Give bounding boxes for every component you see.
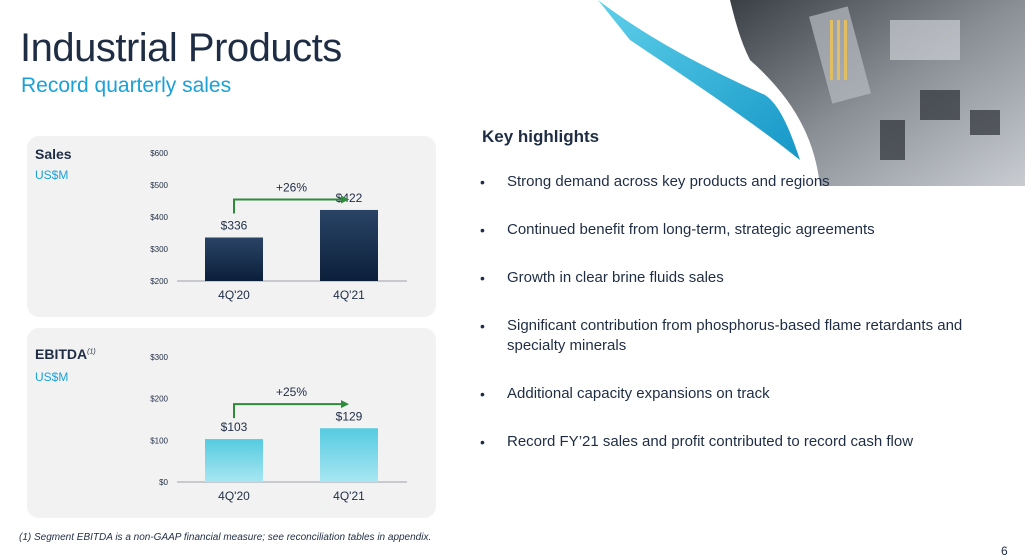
sales-bar bbox=[320, 209, 378, 281]
page-title: Industrial Products bbox=[20, 26, 342, 70]
circuit-board-image bbox=[598, 0, 1025, 186]
ebitda-growth-label: +25% bbox=[276, 385, 307, 399]
page-subtitle: Record quarterly sales bbox=[21, 74, 232, 97]
highlight-item: Growth in clear brine fluids sales bbox=[480, 268, 1000, 288]
page-number: 6 bbox=[1001, 544, 1008, 558]
footnote: (1) Segment EBITDA is a non-GAAP financi… bbox=[19, 532, 432, 543]
sales-growth-arrow bbox=[233, 195, 349, 214]
ebitda-growth-arrow bbox=[233, 400, 349, 419]
key-highlights-list: Strong demand across key products and re… bbox=[480, 172, 1000, 452]
highlight-item: Strong demand across key products and re… bbox=[480, 172, 1000, 192]
ebitda-chart: $0 $100 $200 $300 $103 4Q'20 $129 4Q'21 +25% bbox=[150, 353, 407, 503]
sales-ytick-label: $400 bbox=[150, 213, 168, 222]
highlight-item: Additional capacity expansions on track bbox=[480, 384, 1000, 404]
sales-panel: Sales US$M $200 $300 $400 $500 $600 $336 4Q'20… bbox=[27, 136, 436, 317]
ebitda-category-label: 4Q'21 bbox=[333, 489, 365, 503]
ebitda-ytick-label: $200 bbox=[150, 395, 168, 404]
ebitda-value-label: $103 bbox=[221, 420, 248, 434]
ebitda-value-label: $129 bbox=[336, 409, 363, 423]
key-highlights-title: Key highlights bbox=[482, 127, 600, 146]
sales-bar bbox=[205, 237, 263, 281]
highlight-item: Significant contribution from phosphorus… bbox=[480, 316, 967, 356]
sales-ytick-label: $600 bbox=[150, 149, 168, 158]
ebitda-category-label: 4Q'20 bbox=[218, 489, 250, 503]
highlight-item: Continued benefit from long-term, strate… bbox=[480, 220, 1000, 240]
sales-category-label: 4Q'20 bbox=[218, 288, 250, 302]
sales-ytick-label: $500 bbox=[150, 181, 168, 190]
sales-value-label: $336 bbox=[221, 218, 248, 232]
sales-ytick-label: $200 bbox=[150, 277, 168, 286]
sales-growth-label: +26% bbox=[276, 180, 307, 194]
sales-category-label: 4Q'21 bbox=[333, 288, 365, 302]
ebitda-bar bbox=[205, 439, 263, 482]
sales-ytick-label: $300 bbox=[150, 245, 168, 254]
ebitda-chart-unit: US$M bbox=[35, 370, 69, 384]
ebitda-ytick-label: $100 bbox=[150, 436, 168, 445]
sales-chart-title: Sales bbox=[35, 146, 72, 162]
sales-value-label: $422 bbox=[336, 191, 363, 205]
ebitda-chart-title: EBITDA(1) bbox=[35, 346, 96, 362]
ebitda-ytick-label: $300 bbox=[150, 353, 168, 362]
sales-chart: $200 $300 $400 $500 $600 $336 4Q'20 $422 4Q'21 +2… bbox=[150, 149, 407, 302]
ebitda-ytick-label: $0 bbox=[159, 478, 168, 487]
highlight-item: Record FY’21 sales and profit contribute… bbox=[480, 432, 1000, 452]
sales-chart-unit: US$M bbox=[35, 168, 69, 182]
ebitda-panel: EBITDA(1) US$M $0 $100 $200 $300 $103 4Q'20 $1… bbox=[27, 328, 436, 518]
ebitda-bar bbox=[320, 428, 378, 482]
